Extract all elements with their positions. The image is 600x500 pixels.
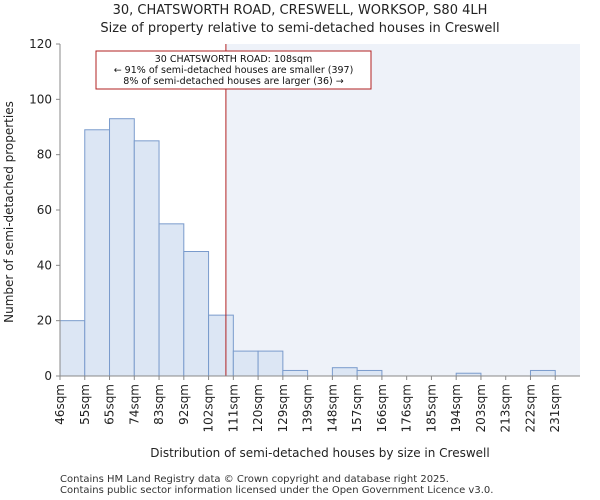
chart-title: Size of property relative to semi-detach…	[100, 21, 500, 36]
x-tick-label: 111sqm	[226, 384, 240, 432]
x-tick-label: 83sqm	[152, 384, 166, 425]
footer-licence: Contains public sector information licen…	[60, 485, 494, 496]
y-tick-label: 120	[29, 37, 52, 51]
x-tick-label: 102sqm	[202, 384, 216, 432]
larger-region-shade	[225, 44, 580, 376]
histogram-bar-83sqm	[158, 223, 185, 377]
annotation-box	[95, 50, 372, 90]
x-tick-label: 166sqm	[375, 384, 389, 432]
x-tick-label: 129sqm	[276, 384, 290, 432]
x-tick-label: 231sqm	[548, 384, 562, 432]
histogram-bar-148sqm	[331, 367, 358, 377]
histogram-bar-111sqm	[232, 350, 259, 377]
x-tick-label: 148sqm	[325, 384, 339, 432]
histogram-bar-102sqm	[208, 314, 234, 377]
histogram-bar-46sqm	[59, 320, 86, 377]
footer-copyright: Contains HM Land Registry data © Crown c…	[60, 474, 449, 485]
histogram-bar-92sqm	[183, 251, 210, 377]
x-tick-label: 194sqm	[449, 384, 463, 432]
histogram-bar-157sqm	[356, 369, 383, 377]
y-tick-label: 20	[37, 314, 52, 328]
x-tick-label: 74sqm	[127, 384, 141, 425]
y-tick-label: 80	[37, 148, 52, 162]
x-tick-label: 203sqm	[474, 384, 488, 432]
y-axis-label: Number of semi-detached properties	[2, 101, 16, 323]
y-tick-label: 0	[44, 369, 52, 383]
x-tick-label: 157sqm	[350, 384, 364, 432]
annotation-line-2: ← 91% of semi-detached houses are smalle…	[114, 65, 354, 76]
x-tick-label: 139sqm	[301, 384, 315, 432]
annotation-line-3: 8% of semi-detached houses are larger (3…	[123, 76, 343, 87]
y-tick-label: 60	[37, 203, 52, 217]
x-tick-label: 46sqm	[53, 384, 67, 425]
histogram-bar-222sqm	[529, 369, 556, 377]
x-tick-label: 92sqm	[177, 384, 191, 425]
x-tick-label: 65sqm	[103, 384, 117, 425]
x-tick-label: 185sqm	[424, 384, 438, 432]
x-tick-label: 222sqm	[523, 384, 537, 432]
y-tick-label: 100	[29, 92, 52, 106]
histogram-bar-65sqm	[109, 118, 135, 377]
annotation-line-1: 30 CHATSWORTH ROAD: 108sqm	[155, 54, 313, 65]
histogram-bar-74sqm	[133, 140, 160, 377]
histogram-bar-129sqm	[282, 369, 309, 377]
x-tick-label: 213sqm	[499, 384, 513, 432]
histogram-bar-55sqm	[84, 129, 111, 377]
x-tick-label: 176sqm	[400, 384, 414, 432]
y-tick-label: 40	[37, 258, 52, 272]
chart-title-address: 30, CHATSWORTH ROAD, CRESWELL, WORKSOP, …	[112, 3, 488, 18]
x-tick-label: 120sqm	[251, 384, 265, 432]
x-axis-label: Distribution of semi-detached houses by …	[150, 446, 489, 460]
x-tick-label: 55sqm	[78, 384, 92, 425]
histogram-bar-120sqm	[257, 350, 284, 377]
